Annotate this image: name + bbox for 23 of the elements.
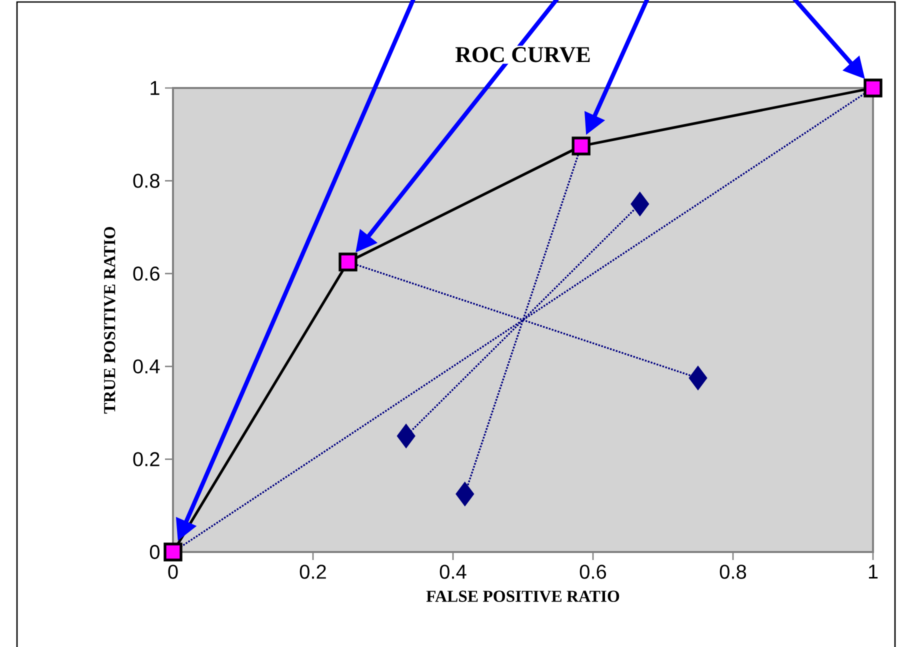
x-tick-label: 0.2: [300, 564, 326, 579]
point: [864, 78, 882, 98]
point: [630, 192, 650, 216]
point: [572, 136, 590, 156]
y-tick-label: 0.6: [133, 266, 160, 281]
y-tick-label: 1: [150, 81, 160, 95]
y-axis-title: TRUE POSITIVE RATIO: [104, 226, 116, 414]
y-tick-label: 0: [150, 544, 160, 560]
point: [456, 482, 474, 506]
x-axis-title: FALSE POSITIVE RATIO: [426, 590, 620, 602]
x-tick-label: 1: [868, 564, 878, 578]
point: [396, 424, 416, 448]
point: [164, 542, 182, 562]
point: [338, 252, 358, 272]
chart-title: ROC CURVE: [455, 47, 590, 62]
x-tick-label: 0.4: [440, 564, 466, 579]
y-tick-label: 0.2: [133, 452, 160, 466]
y-tick-label: 0.8: [133, 174, 160, 188]
x-tick-label: 0.6: [580, 564, 606, 579]
x-tick-label: 0.8: [720, 564, 746, 579]
y-tick-label: 0.4: [133, 359, 160, 374]
x-tick-label: 0: [168, 564, 178, 579]
point: [688, 366, 708, 390]
